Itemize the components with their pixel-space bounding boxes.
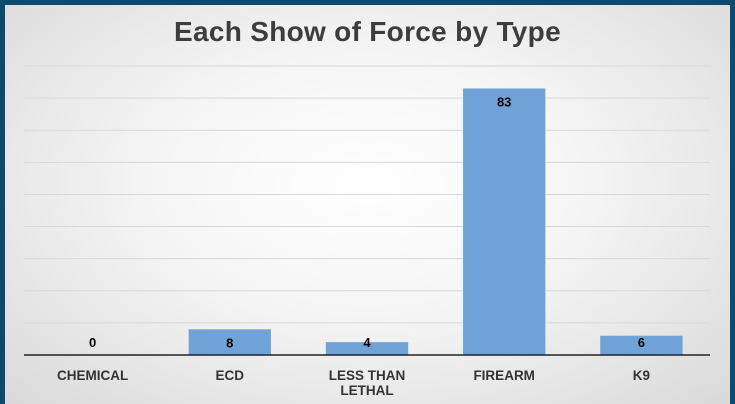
gridlines	[24, 65, 710, 324]
x-tick-label: CHEMICAL	[57, 368, 128, 383]
data-labels: 0 8 4 83 6	[89, 94, 645, 350]
x-tick-label: FIREARM	[473, 368, 535, 383]
x-tick-label: LESS THAN LETHAL	[329, 368, 406, 398]
x-tick-label: K9	[633, 368, 650, 383]
chart-title: Each Show of Force by Type	[174, 16, 561, 47]
x-tick-labels: CHEMICAL ECD LESS THAN LETHAL FIREARM K9	[57, 368, 650, 398]
data-label: 83	[497, 94, 511, 109]
data-label: 8	[226, 335, 233, 350]
bars	[188, 88, 683, 355]
data-label: 0	[89, 335, 96, 350]
bar	[463, 88, 546, 355]
bar	[600, 335, 683, 355]
x-tick-label: ECD	[216, 368, 245, 383]
bar	[188, 329, 271, 355]
bar	[325, 342, 409, 355]
data-label: 4	[363, 335, 371, 350]
data-label: 6	[638, 335, 645, 350]
